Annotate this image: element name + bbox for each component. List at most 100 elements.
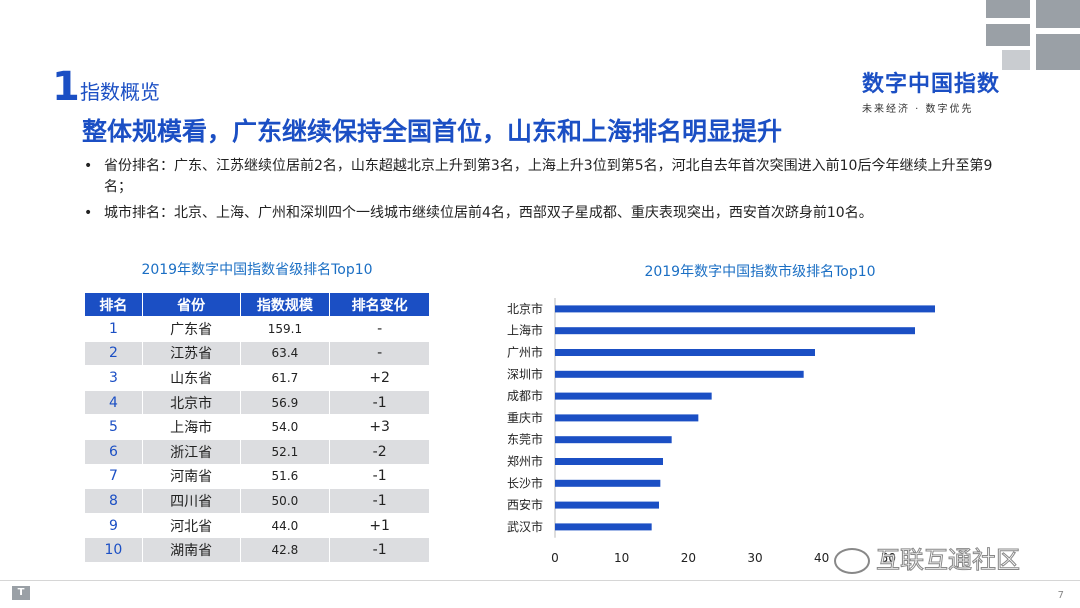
rank-cell: 2 [84,340,143,367]
bar [555,501,659,509]
watermark-text: 互联互通社区 [876,546,1021,575]
bar [555,414,699,422]
province-ranking-table: 排名 省份 指数规模 排名变化 1 广东省 159.1-2 江苏省 63.4-3 山东省 6… [84,292,430,563]
province-cell: 江苏省 [141,340,241,367]
index-cell: 56.9 [239,389,331,416]
change-cell: -1 [329,488,430,514]
rank-cell: 4 [84,389,143,416]
bullet-list: • 省份排名：广东、江苏继续位居前2名，山东超越北京上升到第3名，上海上升3位到… [78,156,998,229]
table-row: 8 四川省 50.0 -1 [84,488,430,514]
decor-square [986,0,1030,18]
brand-title: 数字中国指数 [862,72,1001,97]
bullet-text: 城市排名：北京、上海、广州和深圳四个一线城市继续位居前4名，西部双子星成都、重庆… [104,205,873,221]
change-cell: -1 [329,389,430,416]
index-cell: 50.0 [239,488,331,514]
province-cell: 河北省 [141,512,241,539]
index-cell: 44.0 [239,512,331,539]
province-cell: 山东省 [141,365,241,391]
category-label: 武汉市 [507,519,543,534]
x-tick-label: 10 [614,551,629,565]
section-number: 1 [52,64,80,110]
category-label: 深圳市 [507,366,543,381]
table-header-row: 排名 省份 指数规模 排名变化 [84,292,430,317]
bar [555,327,915,335]
brand-logo: 数字中国指数 未来经济 · 数字优先 [862,66,1022,115]
category-label: 重庆市 [507,410,543,425]
rank-cell: 9 [84,512,143,539]
index-cell: 61.7 [239,365,331,391]
rank-cell: 7 [84,463,143,490]
change-cell: - [329,340,430,367]
bar [555,523,652,531]
index-cell: 42.8 [239,537,331,563]
table-row: 6 浙江省 52.1 -2 [84,438,430,465]
table-row: 3 山东省 61.7 +2 [84,365,430,391]
bullet-dot: • [84,205,93,221]
index-cell: 63.4 [239,340,331,367]
province-cell: 四川省 [141,488,241,514]
bullet-item: • 省份排名：广东、江苏继续位居前2名，山东超越北京上升到第3名，上海上升3位到… [78,156,998,198]
table-row: 7 河南省 51.6 -1 [84,463,430,490]
bar [555,305,935,313]
x-tick-label: 30 [747,551,762,565]
section-title: 指数概览 [80,80,160,104]
watermark: 互联互通社区 [834,540,1021,575]
decor-square [986,24,1030,46]
province-cell: 北京市 [141,389,241,416]
x-tick-label: 20 [681,551,696,565]
x-tick-label: 0 [551,551,559,565]
bar [555,436,672,444]
footer-logo-icon: T [12,586,30,600]
table-row: 2 江苏省 63.4- [84,340,430,367]
change-cell: -2 [329,438,430,465]
decor-square [1002,50,1030,70]
decor-square [1036,34,1080,70]
decor-square [1036,0,1080,28]
index-cell: 159.1 [239,316,331,342]
table-row: 4 北京市 56.9 -1 [84,389,430,416]
rank-cell: 6 [84,438,143,465]
chart-title: 2019年数字中国指数市级排名Top10 [644,264,876,280]
header-change: 排名变化 [329,292,430,317]
category-label: 长沙市 [507,475,543,490]
category-label: 广州市 [507,345,543,360]
change-cell: - [329,316,430,342]
bar [555,349,815,356]
brand-subtitle: 未来经济 · 数字优先 [862,104,974,115]
rank-cell: 5 [84,414,143,440]
footer-divider [0,580,1080,581]
wechat-icon [834,548,870,574]
rank-cell: 1 [84,316,143,342]
x-tick-label: 40 [814,551,829,565]
category-label: 西安市 [507,497,543,512]
category-label: 北京市 [507,301,543,316]
index-cell: 54.0 [239,414,331,440]
province-cell: 广东省 [141,316,241,342]
header-index: 指数规模 [239,292,331,317]
table-row: 10 湖南省 42.8 -1 [84,537,430,563]
bar [555,370,804,378]
table-title: 2019年数字中国指数省级排名Top10 [141,262,373,278]
bullet-dot: • [84,158,93,174]
rank-cell: 8 [84,488,143,514]
change-cell: -1 [329,463,430,490]
page-headline: 整体规模看，广东继续保持全国首位，山东和上海排名明显提升 [82,117,783,146]
province-cell: 河南省 [141,463,241,490]
table-row: 9 河北省 44.0 +1 [84,512,430,539]
province-cell: 浙江省 [141,438,241,465]
bullet-item: • 城市排名：北京、上海、广州和深圳四个一线城市继续位居前4名，西部双子星成都、… [78,203,998,224]
category-label: 成都市 [507,388,543,403]
table-row: 1 广东省 159.1- [84,316,430,342]
change-cell: +2 [329,365,430,391]
province-cell: 上海市 [141,414,241,440]
bar [555,392,712,400]
index-cell: 52.1 [239,438,331,465]
category-label: 东莞市 [507,432,543,447]
province-cell: 湖南省 [141,537,241,563]
bar [555,479,661,487]
change-cell: -1 [329,537,430,563]
table-row: 5 上海市 54.0 +3 [84,414,430,440]
header-rank: 排名 [84,292,143,317]
page-number: 7 [1057,590,1064,601]
